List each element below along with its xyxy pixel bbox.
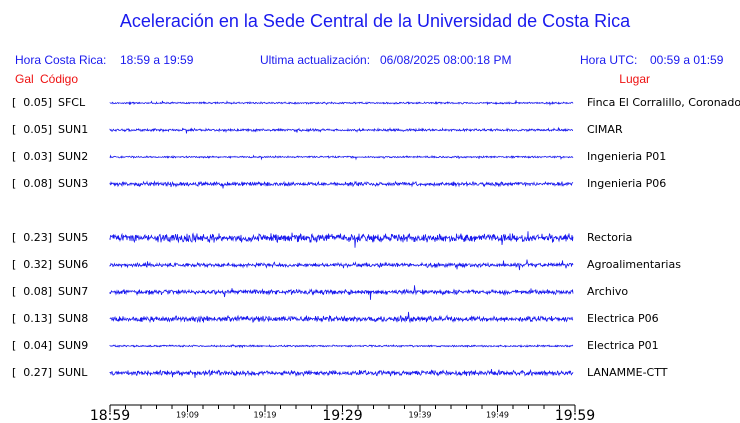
title: Aceleración en la Sede Central de la Uni… (120, 11, 631, 31)
station-code: SUNL (58, 366, 88, 379)
gal-value: [ 0.23] (12, 231, 52, 244)
station-place: Finca El Corralillo, Coronado (587, 96, 740, 109)
gal-value: [ 0.27] (12, 366, 52, 379)
gal-header: Gal (15, 72, 34, 86)
utc-range: 00:59 a 01:59 (650, 53, 724, 67)
gal-value: [ 0.32] (12, 258, 52, 271)
waveform (109, 231, 574, 248)
gal-value: [ 0.08] (12, 285, 52, 298)
station-code: SUN9 (58, 339, 88, 352)
waveform (109, 343, 574, 349)
gal-value: [ 0.03] (12, 150, 52, 163)
update-value: 06/08/2025 08:00:18 PM (380, 53, 511, 67)
gal-value: [ 0.13] (12, 312, 52, 325)
station-place: Ingenieria P06 (587, 177, 666, 190)
station-code: SUN6 (58, 258, 88, 271)
place-header: Lugar (619, 72, 650, 86)
station-code: SUN7 (58, 285, 88, 298)
station-code: SUN2 (58, 150, 88, 163)
time-major-label: 19:59 (555, 408, 595, 423)
station-code: SUN1 (58, 123, 88, 136)
waveform (109, 154, 574, 161)
station-place: Archivo (587, 285, 628, 298)
waveform (109, 126, 573, 134)
station-place: Rectoria (587, 231, 632, 244)
gal-value: [ 0.05] (12, 123, 52, 136)
utc-label: Hora UTC: (580, 53, 637, 67)
time-major-label: 18:59 (90, 408, 130, 423)
code-header: Código (40, 72, 78, 86)
update-label: Ultima actualización: (260, 53, 370, 67)
gal-value: [ 0.05] (12, 96, 52, 109)
station-place: Agroalimentarias (587, 258, 681, 271)
station-code: SUN3 (58, 177, 88, 190)
waveform (109, 311, 574, 324)
station-code: SUN5 (58, 231, 88, 244)
waveform (109, 180, 574, 189)
time-major-label: 19:29 (322, 408, 362, 423)
gal-value: [ 0.04] (12, 339, 52, 352)
time-minor-label: 19:19 (253, 411, 276, 420)
gal-value: [ 0.08] (12, 177, 52, 190)
station-place: Electrica P06 (587, 312, 659, 325)
station-code: SUN8 (58, 312, 88, 325)
waveform (109, 368, 574, 378)
station-place: CIMAR (587, 123, 623, 136)
station-place: LANAMME-CTT (587, 366, 668, 379)
time-minor-label: 19:49 (486, 411, 509, 420)
waveform (109, 259, 574, 271)
station-place: Electrica P01 (587, 339, 659, 352)
time-minor-label: 19:39 (408, 411, 431, 420)
waveform (109, 285, 574, 300)
waveform (109, 100, 574, 107)
station-place: Ingenieria P01 (587, 150, 666, 163)
time-minor-label: 19:09 (176, 411, 199, 420)
station-code: SFCL (58, 96, 86, 109)
local-label: Hora Costa Rica: (15, 53, 106, 67)
local-range: 18:59 a 19:59 (120, 53, 194, 67)
